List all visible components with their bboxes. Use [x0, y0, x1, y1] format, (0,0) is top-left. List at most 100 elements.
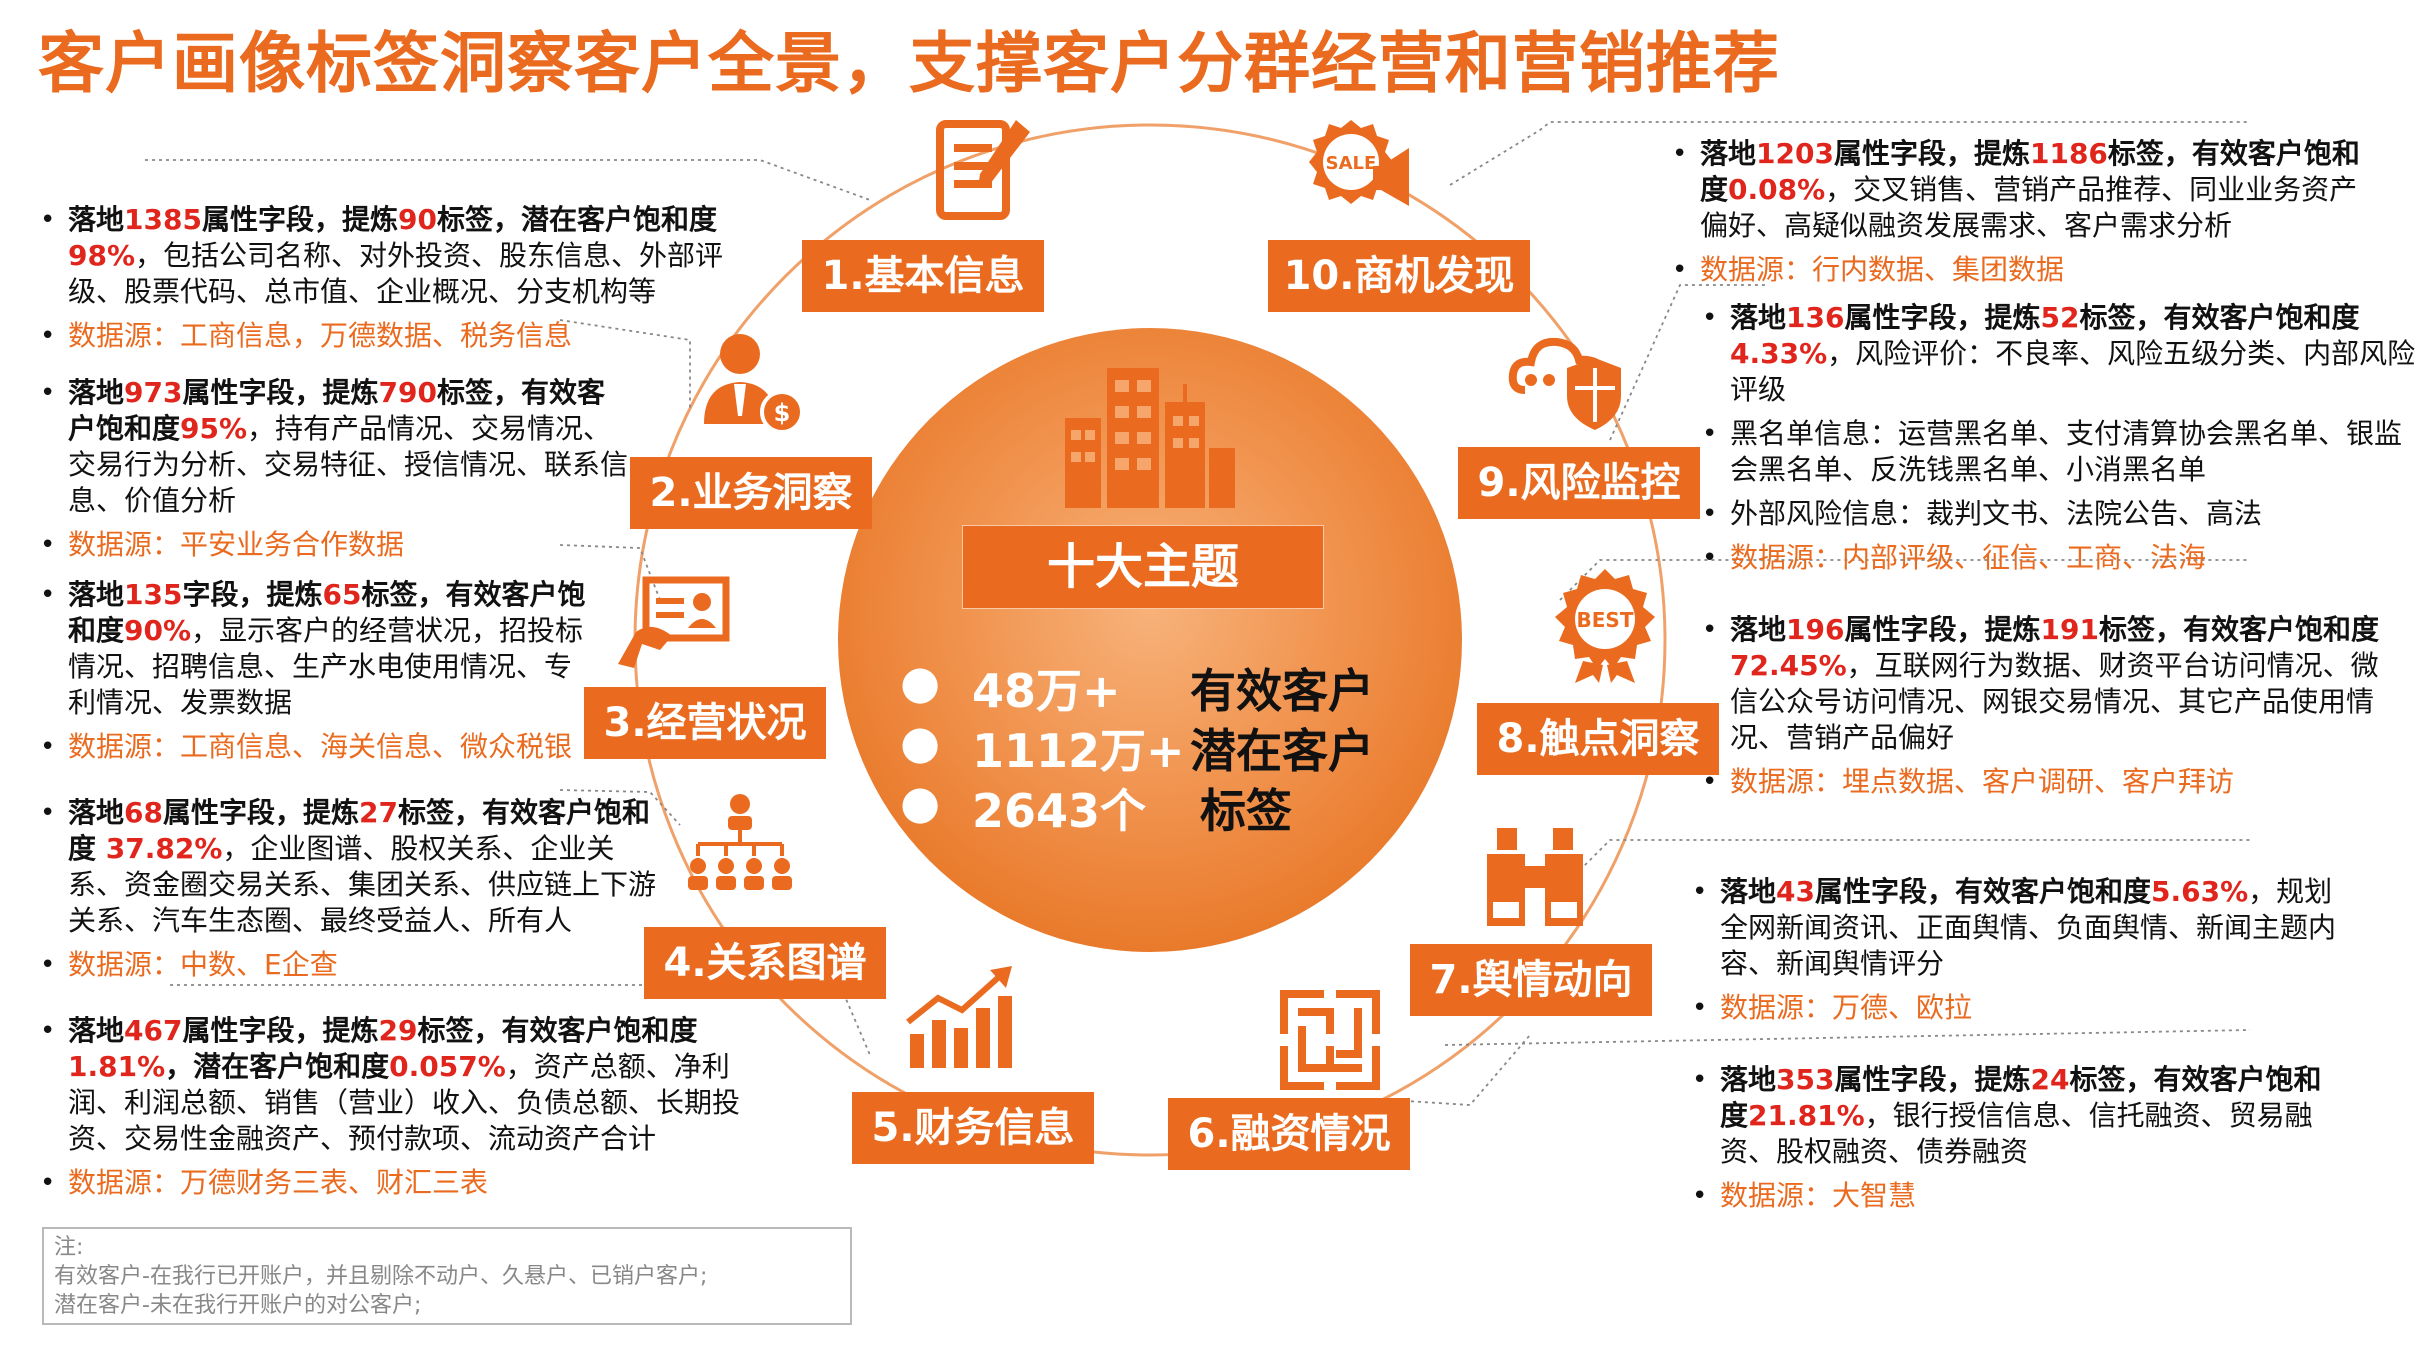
highlight-number: 37.82%: [96, 832, 222, 865]
highlight-number: 1203: [1756, 137, 1834, 170]
maze-icon: [1270, 980, 1390, 1100]
bar-chart-arrow-icon: [900, 960, 1020, 1080]
highlight-number: 1385: [124, 203, 202, 236]
topic-label-4: 4.关系图谱: [644, 927, 886, 999]
data-source: 数据源：万德、欧拉: [1690, 990, 2340, 1026]
detail-text: 落地: [1730, 301, 1786, 334]
topic-4-details: 落地68属性字段，提炼27标签，有效客户饱和度 37.82%，企业图谱、股权关系…: [38, 795, 658, 983]
cloud-shield-icon: [1505, 318, 1625, 438]
topic-label-7: 7.舆情动向: [1410, 944, 1652, 1016]
topic-5-details: 落地467属性字段，提炼29标签，有效客户饱和度1.81%，潜在客户饱和度0.0…: [38, 1013, 758, 1201]
topic-9-details: 落地136属性字段，提炼52标签，有效客户饱和度 4.33%，风险评价：不良率、风…: [1700, 300, 2420, 576]
detail-item: 落地196属性字段，提炼191标签，有效客户饱和度 72.45%，互联网行为数据、…: [1700, 612, 2380, 756]
hand-id-card-icon: [612, 560, 732, 680]
detail-text: 提炼: [1984, 301, 2040, 334]
data-source: 数据源：万德财务三表、财汇三表: [38, 1165, 758, 1201]
data-source: 数据源：平安业务合作数据: [38, 527, 630, 563]
detail-text: 提炼: [1974, 1063, 2030, 1096]
detail-text: 字段，: [182, 578, 266, 611]
detail-item: 落地68属性字段，提炼27标签，有效客户饱和度 37.82%，企业图谱、股权关系…: [38, 795, 658, 939]
detail-text: 落地: [1730, 613, 1786, 646]
data-source: 数据源：行内数据、集团数据: [1670, 252, 2370, 288]
detail-item: 落地136属性字段，提炼52标签，有效客户饱和度4.33%，风险评价：不良率、风…: [1700, 300, 2420, 408]
svg-text:$: $: [774, 399, 791, 427]
topic-label-5: 5.财务信息: [852, 1092, 1094, 1164]
highlight-number: 90: [398, 203, 437, 236]
topic-label-2: 2.业务洞察: [630, 457, 872, 529]
note-line-1: 有效客户-在我行已开账户，并且剔除不动户、久悬户、已销户客户;: [54, 1262, 840, 1291]
topic-8-details: 落地196属性字段，提炼191标签，有效客户饱和度72.45%，互联网行为数据、…: [1700, 612, 2380, 800]
data-source: 数据源：埋点数据、客户调研、客户拜访: [1700, 764, 2380, 800]
detail-text: 标签，潜在客户饱和度: [437, 203, 717, 236]
detail-item: 落地135字段，提炼65标签，有效客户饱和度90%，显示客户的经营状况，招投标情…: [38, 577, 598, 721]
note-box: 注: 有效客户-在我行已开账户，并且剔除不动户、久悬户、已销户客户; 潜在客户-…: [42, 1227, 852, 1325]
note-line-2: 潜在客户-未在我行开账户的对公客户;: [54, 1291, 840, 1320]
highlight-number: 353: [1776, 1063, 1834, 1096]
detail-text: 属性字段，: [1844, 613, 1984, 646]
note-heading: 注:: [54, 1233, 840, 1262]
topic-label-1: 1.基本信息: [802, 240, 1044, 312]
highlight-number: 0.08%: [1728, 173, 1825, 206]
detail-text: 属性字段，: [163, 796, 303, 829]
binoculars-icon: [1475, 820, 1595, 940]
highlight-number: 1186: [2030, 137, 2108, 170]
org-chart-people-icon: [680, 790, 800, 910]
topic-7-details: 落地43属性字段，有效客户饱和度5.63%，规划全网新闻资讯、正面舆情、负面舆情…: [1690, 874, 2340, 1026]
page-title: 客户画像标签洞察客户全景，支撑客户分群经营和营销推荐: [38, 10, 1780, 106]
highlight-number: 43: [1776, 875, 1815, 908]
topic-3-details: 落地135字段，提炼65标签，有效客户饱和度90%，显示客户的经营状况，招投标情…: [38, 577, 598, 765]
svg-text:SALE: SALE: [1326, 153, 1377, 174]
detail-item: 落地1385属性字段，提炼90标签，潜在客户饱和度 98%，包括公司名称、对外投资…: [38, 202, 738, 310]
detail-text: 标签，有效客户饱和度: [417, 1014, 697, 1047]
detail-text: 提炼: [322, 1014, 378, 1047]
detail-text: 外部风险信息：裁判文书、法院公告、高法: [1730, 497, 2262, 530]
topic-label-8: 8.触点洞察: [1477, 703, 1719, 775]
buildings-icon: [1065, 368, 1235, 508]
detail-text: 落地: [68, 203, 124, 236]
highlight-number: 68: [124, 796, 163, 829]
data-source: 数据源：中数、E企查: [38, 947, 658, 983]
data-source: 数据源：工商信息、海关信息、微众税银: [38, 729, 598, 765]
topic-label-6: 6.融资情况: [1168, 1098, 1410, 1170]
data-source: 数据源：内部评级、征信、工商、法海: [1700, 540, 2420, 576]
detail-text: 落地: [68, 578, 124, 611]
highlight-number: 0.057%: [389, 1050, 506, 1083]
detail-text: 黑名单信息：运营黑名单、支付清算协会黑名单、银监会黑名单、反洗钱黑名单、小消黑名…: [1730, 417, 2402, 486]
detail-text: ，潜在客户饱和度: [165, 1050, 389, 1083]
detail-text: 标签，有效客户饱和度: [2079, 301, 2359, 334]
highlight-number: 1.81%: [68, 1050, 165, 1083]
highlight-number: 90%: [124, 614, 191, 647]
detail-item: 落地973属性字段，提炼790标签，有效客户饱和度95%，持有产品情况、交易情况…: [38, 375, 630, 519]
topic-2-details: 落地973属性字段，提炼790标签，有效客户饱和度95%，持有产品情况、交易情况…: [38, 375, 630, 563]
detail-item: 落地1203属性字段，提炼1186标签，有效客户饱和度0.08%，交叉销售、营销…: [1670, 136, 2370, 244]
highlight-number: 191: [2041, 613, 2099, 646]
sale-megaphone-icon: SALE: [1305, 110, 1425, 230]
detail-item: 黑名单信息：运营黑名单、支付清算协会黑名单、银监会黑名单、反洗钱黑名单、小消黑名…: [1700, 416, 2420, 488]
highlight-number: 24: [2031, 1063, 2070, 1096]
detail-text: 属性字段，: [1834, 137, 1974, 170]
topic-6-details: 落地353属性字段，提炼24标签，有效客户饱和度21.81%，银行授信信息、信托…: [1690, 1062, 2330, 1214]
detail-text: 提炼: [1984, 613, 2040, 646]
highlight-number: 973: [124, 376, 182, 409]
detail-text: ，包括公司名称、对外投资、股东信息、外部评级、股票代码、总市值、企业概况、分支机…: [68, 239, 723, 308]
detail-item: 外部风险信息：裁判文书、法院公告、高法: [1700, 496, 2420, 532]
topic-10-details: 落地1203属性字段，提炼1186标签，有效客户饱和度0.08%，交叉销售、营销…: [1670, 136, 2370, 288]
highlight-number: 5.63%: [2151, 875, 2248, 908]
detail-text: 提炼: [1974, 137, 2030, 170]
detail-text: ，风险评价：不良率、风险五级分类、内部风险评级: [1730, 337, 2415, 406]
detail-text: 落地: [1720, 875, 1776, 908]
svg-text:BEST: BEST: [1577, 608, 1634, 632]
highlight-number: 27: [359, 796, 398, 829]
highlight-number: 72.45%: [1730, 649, 1847, 682]
data-source: 数据源：工商信息，万德数据、税务信息: [38, 318, 738, 354]
detail-item: 落地353属性字段，提炼24标签，有效客户饱和度21.81%，银行授信信息、信托…: [1690, 1062, 2330, 1170]
highlight-number: 790: [379, 376, 437, 409]
center-title: 十大主题: [962, 525, 1324, 609]
highlight-number: 21.81%: [1748, 1099, 1865, 1132]
highlight-number: 65: [323, 578, 362, 611]
detail-text: 落地: [68, 796, 124, 829]
detail-text: 落地: [68, 376, 124, 409]
detail-text: 属性字段，: [182, 1014, 322, 1047]
highlight-number: 52: [2041, 301, 2080, 334]
detail-text: 提炼: [342, 203, 398, 236]
